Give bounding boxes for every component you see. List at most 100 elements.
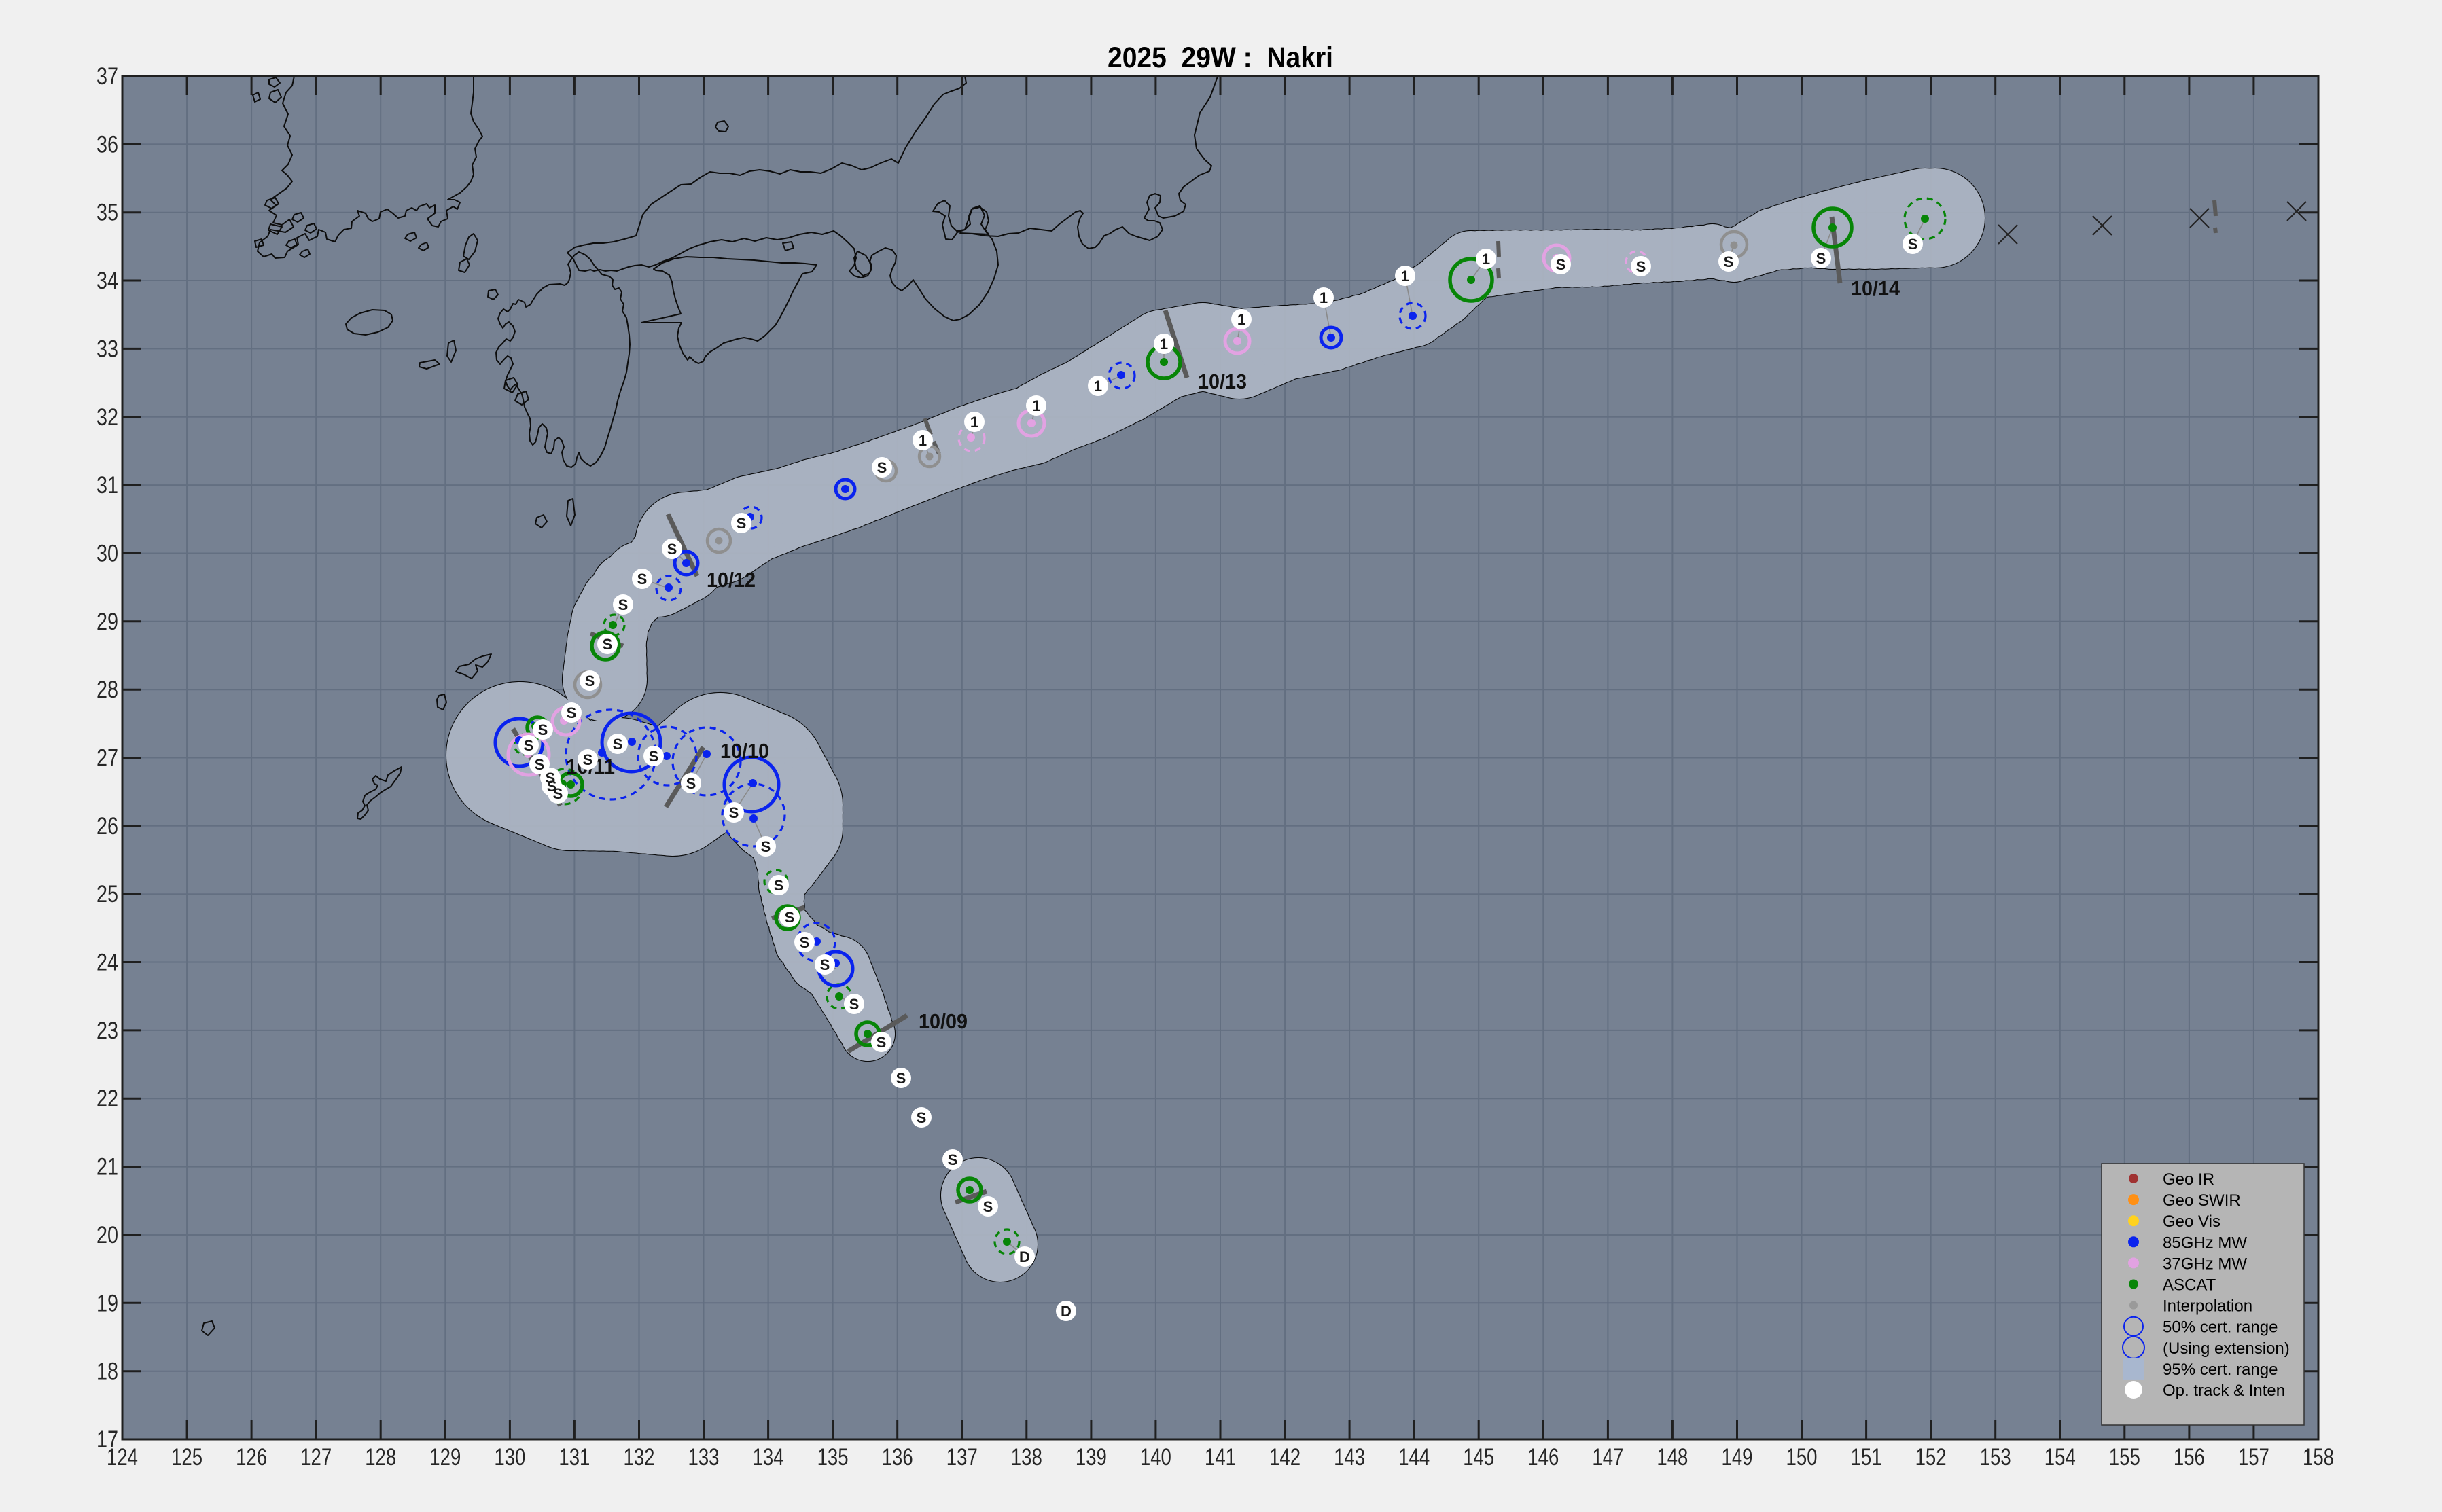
svg-text:137: 137 bbox=[946, 1444, 978, 1471]
svg-text:S: S bbox=[649, 748, 659, 765]
svg-text:124: 124 bbox=[107, 1444, 138, 1471]
svg-text:20: 20 bbox=[96, 1222, 118, 1248]
svg-text:18: 18 bbox=[96, 1358, 118, 1385]
svg-text:50% cert. range: 50% cert. range bbox=[2163, 1318, 2278, 1337]
svg-text:138: 138 bbox=[1011, 1444, 1042, 1471]
svg-text:S: S bbox=[567, 704, 577, 721]
svg-text:Geo Vis: Geo Vis bbox=[2163, 1212, 2220, 1231]
svg-text:24: 24 bbox=[96, 950, 118, 976]
svg-text:133: 133 bbox=[688, 1444, 720, 1471]
svg-text:22: 22 bbox=[96, 1085, 118, 1112]
svg-text:1: 1 bbox=[970, 414, 978, 431]
svg-text:S: S bbox=[553, 785, 563, 802]
svg-text:S: S bbox=[1908, 236, 1918, 253]
svg-text:S: S bbox=[613, 736, 623, 753]
svg-text:23: 23 bbox=[96, 1018, 118, 1044]
svg-text:19: 19 bbox=[96, 1290, 118, 1316]
svg-text:85GHz MW: 85GHz MW bbox=[2163, 1234, 2247, 1252]
svg-text:126: 126 bbox=[236, 1444, 267, 1471]
svg-text:S: S bbox=[546, 770, 556, 787]
svg-text:135: 135 bbox=[817, 1444, 849, 1471]
svg-text:S: S bbox=[686, 775, 696, 792]
svg-text:S: S bbox=[1636, 258, 1646, 275]
svg-text:130: 130 bbox=[494, 1444, 525, 1471]
svg-text:21: 21 bbox=[96, 1154, 118, 1181]
svg-text:149: 149 bbox=[1722, 1444, 1753, 1471]
svg-text:S: S bbox=[820, 956, 830, 973]
svg-text:S: S bbox=[585, 672, 595, 689]
svg-text:Geo IR: Geo IR bbox=[2163, 1170, 2214, 1189]
svg-text:131: 131 bbox=[559, 1444, 590, 1471]
svg-text:145: 145 bbox=[1463, 1444, 1494, 1471]
svg-text:S: S bbox=[785, 909, 795, 926]
svg-text:27: 27 bbox=[96, 745, 118, 772]
svg-text:10/10: 10/10 bbox=[720, 739, 769, 763]
svg-text:S: S bbox=[800, 934, 810, 951]
svg-text:128: 128 bbox=[365, 1444, 396, 1471]
svg-text:ASCAT: ASCAT bbox=[2163, 1276, 2216, 1295]
svg-text:136: 136 bbox=[882, 1444, 913, 1471]
svg-text:25: 25 bbox=[96, 881, 118, 907]
svg-text:S: S bbox=[637, 571, 648, 588]
svg-text:125: 125 bbox=[171, 1444, 202, 1471]
svg-text:34: 34 bbox=[96, 268, 118, 294]
svg-text:143: 143 bbox=[1334, 1444, 1365, 1471]
svg-text:Geo SWIR: Geo SWIR bbox=[2163, 1191, 2241, 1210]
svg-text:S: S bbox=[547, 778, 557, 795]
svg-text:S: S bbox=[877, 1034, 887, 1051]
svg-text:1: 1 bbox=[1160, 336, 1168, 353]
svg-text:1: 1 bbox=[1401, 268, 1409, 285]
svg-text:37GHz MW: 37GHz MW bbox=[2163, 1255, 2247, 1273]
svg-text:1: 1 bbox=[919, 432, 927, 449]
svg-text:S: S bbox=[603, 636, 613, 653]
svg-text:Op. track & Inten: Op. track & Inten bbox=[2163, 1382, 2285, 1400]
svg-text:S: S bbox=[524, 737, 534, 754]
svg-text:153: 153 bbox=[1980, 1444, 2011, 1471]
svg-text:S: S bbox=[737, 515, 747, 532]
svg-text:30: 30 bbox=[96, 541, 118, 567]
svg-text:127: 127 bbox=[300, 1444, 332, 1471]
svg-text:129: 129 bbox=[429, 1444, 461, 1471]
svg-text:1: 1 bbox=[1482, 251, 1490, 268]
svg-text:1: 1 bbox=[1237, 311, 1245, 328]
svg-text:S: S bbox=[849, 996, 860, 1013]
svg-text:S: S bbox=[1816, 250, 1826, 267]
svg-text:146: 146 bbox=[1527, 1444, 1559, 1471]
svg-text:S: S bbox=[774, 877, 784, 894]
svg-text:S: S bbox=[761, 838, 771, 855]
svg-text:1: 1 bbox=[1032, 397, 1040, 414]
svg-text:10/14: 10/14 bbox=[1851, 276, 1900, 300]
svg-text:33: 33 bbox=[96, 336, 118, 362]
svg-text:28: 28 bbox=[96, 677, 118, 703]
svg-text:35: 35 bbox=[96, 200, 118, 226]
svg-text:S: S bbox=[917, 1109, 927, 1126]
svg-text:155: 155 bbox=[2109, 1444, 2140, 1471]
svg-text:S: S bbox=[877, 459, 887, 476]
svg-text:17: 17 bbox=[96, 1426, 118, 1453]
svg-text:140: 140 bbox=[1140, 1444, 1171, 1471]
svg-text:150: 150 bbox=[1786, 1444, 1818, 1471]
svg-text:139: 139 bbox=[1076, 1444, 1107, 1471]
svg-text:10/12: 10/12 bbox=[707, 568, 756, 592]
svg-text:S: S bbox=[1724, 253, 1734, 270]
svg-text:Interpolation: Interpolation bbox=[2163, 1297, 2252, 1316]
svg-text:S: S bbox=[896, 1070, 906, 1087]
svg-text:S: S bbox=[618, 596, 629, 613]
svg-text:S: S bbox=[538, 721, 548, 738]
svg-text:S: S bbox=[583, 751, 593, 768]
svg-text:157: 157 bbox=[2238, 1444, 2269, 1471]
svg-text:10/09: 10/09 bbox=[919, 1009, 968, 1033]
svg-text:148: 148 bbox=[1657, 1444, 1688, 1471]
svg-text:D: D bbox=[1061, 1303, 1072, 1320]
svg-text:142: 142 bbox=[1269, 1444, 1300, 1471]
svg-text:(Using extension): (Using extension) bbox=[2163, 1339, 2290, 1358]
svg-text:147: 147 bbox=[1592, 1444, 1623, 1471]
svg-text:S: S bbox=[667, 541, 677, 558]
svg-text:132: 132 bbox=[624, 1444, 655, 1471]
svg-text:S: S bbox=[1556, 256, 1566, 273]
svg-text:1: 1 bbox=[1320, 289, 1328, 306]
svg-text:151: 151 bbox=[1851, 1444, 1882, 1471]
svg-text:32: 32 bbox=[96, 404, 118, 431]
svg-text:2025 29W : Nakri: 2025 29W : Nakri bbox=[1108, 41, 1333, 74]
svg-text:152: 152 bbox=[1915, 1444, 1947, 1471]
